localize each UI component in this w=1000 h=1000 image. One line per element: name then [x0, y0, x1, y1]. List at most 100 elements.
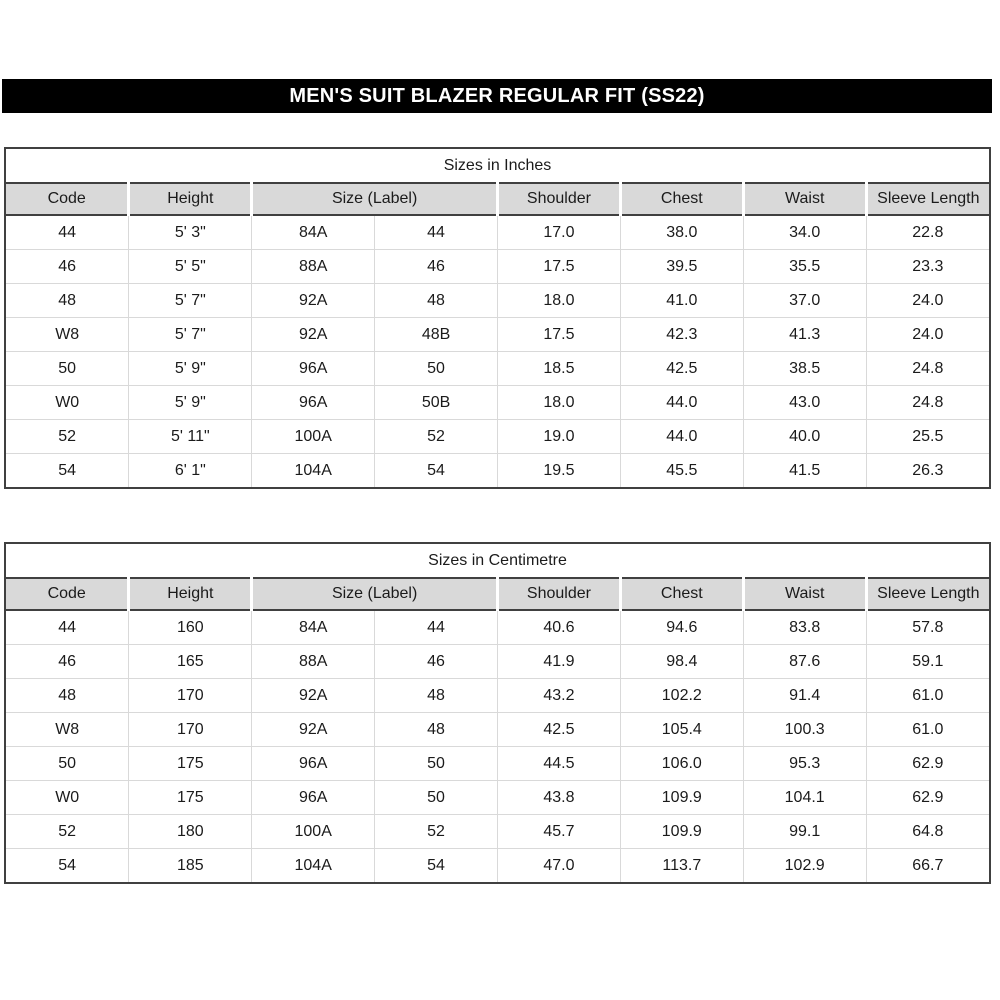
table-row: 50 175 96A 50 44.5 106.0 95.3 62.9 [6, 746, 989, 781]
table-cell: 18.5 [497, 351, 621, 386]
table-cell: 34.0 [742, 214, 867, 250]
table-cell: 54 [6, 848, 129, 882]
table-caption: Sizes in Centimetre [6, 544, 989, 578]
table-cell: 175 [128, 780, 252, 815]
table-cell: 57.8 [865, 609, 989, 645]
table-cell: 175 [128, 746, 252, 781]
table-cell: 100A [251, 419, 375, 454]
table-cell: 48 [374, 712, 498, 747]
table-cell: W8 [6, 317, 129, 352]
table-cell: 50 [374, 780, 498, 815]
table-cell: 88A [251, 249, 375, 284]
table-cell: 40.0 [742, 419, 867, 454]
table-cell: 92A [251, 283, 375, 318]
table-cell: 52 [6, 814, 129, 849]
table-cell: 5' 7" [128, 317, 252, 352]
column-header: Chest [618, 577, 744, 611]
table-row: 54 185 104A 54 47.0 113.7 102.9 66.7 [6, 848, 989, 882]
table-cell: 44.5 [497, 746, 621, 781]
table-cell: 22.8 [865, 214, 989, 250]
column-header: Waist [741, 577, 867, 611]
table-cell: 18.0 [497, 283, 621, 318]
table-row: 54 6' 1" 104A 54 19.5 45.5 41.5 26.3 [6, 453, 989, 487]
table-cell: 24.0 [865, 317, 989, 352]
table-cell: 83.8 [742, 609, 867, 645]
table-cell: 24.0 [865, 283, 989, 318]
table-cell: 48 [374, 678, 498, 713]
table-cell: 62.9 [865, 780, 989, 815]
table-cell: 170 [128, 678, 252, 713]
column-header: Shoulder [496, 577, 621, 611]
table-row: 48 5' 7" 92A 48 18.0 41.0 37.0 24.0 [6, 283, 989, 318]
table-cell: 160 [128, 609, 252, 645]
centimetre-table-body: 44 160 84A 44 40.6 94.6 83.8 57.8 46 165 88A 46 41.9… [6, 609, 989, 882]
column-header: Height [127, 577, 252, 611]
table-cell: 48 [6, 283, 129, 318]
sizes-table-centimetre: Sizes in Centimetre Code Height Size (Label… [6, 544, 989, 882]
table-cell: 100.3 [742, 712, 867, 747]
table-cell: 5' 9" [128, 385, 252, 420]
table-cell: 46 [6, 249, 129, 284]
title-banner: MEN'S SUIT BLAZER REGULAR FIT (SS22) [2, 79, 992, 113]
column-header: Height [127, 182, 252, 216]
table-cell: 42.5 [497, 712, 621, 747]
table-cell: 62.9 [865, 746, 989, 781]
table-cell: 102.9 [742, 848, 867, 882]
table-cell: 170 [128, 712, 252, 747]
table-cell: 35.5 [742, 249, 867, 284]
column-header: Chest [618, 182, 744, 216]
table-cell: 5' 11" [128, 419, 252, 454]
table-cell: 45.7 [497, 814, 621, 849]
table-cell: 41.3 [742, 317, 867, 352]
column-header: Shoulder [496, 182, 621, 216]
table-cell: 106.0 [619, 746, 744, 781]
table-caption: Sizes in Inches [6, 149, 989, 183]
table-cell: 46 [374, 644, 498, 679]
table-cell: 50 [374, 746, 498, 781]
table-row: 46 5' 5" 88A 46 17.5 39.5 35.5 23.3 [6, 249, 989, 284]
table-row: 46 165 88A 46 41.9 98.4 87.6 59.1 [6, 644, 989, 679]
table-cell: 23.3 [865, 249, 989, 284]
table-cell: 5' 5" [128, 249, 252, 284]
table-cell: 17.0 [497, 214, 621, 250]
table-cell: 61.0 [865, 678, 989, 713]
table-cell: 84A [251, 214, 375, 250]
table-row: 44 5' 3" 84A 44 17.0 38.0 34.0 22.8 [6, 214, 989, 250]
table-cell: 64.8 [865, 814, 989, 849]
column-header: Waist [741, 182, 867, 216]
table-cell: 105.4 [619, 712, 744, 747]
table-cell: 96A [251, 351, 375, 386]
table-row: W8 170 92A 48 42.5 105.4 100.3 61.0 [6, 712, 989, 747]
table-cell: W0 [6, 780, 129, 815]
table-cell: 54 [6, 453, 129, 487]
table-caption-row: Sizes in Centimetre [6, 544, 989, 578]
table-cell: 44.0 [619, 385, 744, 420]
column-header: Sleeve Length [864, 577, 989, 611]
table-cell: 42.5 [619, 351, 744, 386]
column-header: Code [6, 182, 129, 216]
table-cell: 43.8 [497, 780, 621, 815]
table-cell: 37.0 [742, 283, 867, 318]
table-row: 44 160 84A 44 40.6 94.6 83.8 57.8 [6, 609, 989, 645]
table-cell: 50 [6, 746, 129, 781]
column-header: Size (Label) [250, 182, 498, 216]
table-cell: 109.9 [619, 814, 744, 849]
table-cell: 61.0 [865, 712, 989, 747]
table-cell: W0 [6, 385, 129, 420]
table-cell: 109.9 [619, 780, 744, 815]
table-caption-row: Sizes in Inches [6, 149, 989, 183]
table-row: 50 5' 9" 96A 50 18.5 42.5 38.5 24.8 [6, 351, 989, 386]
table-cell: 54 [374, 848, 498, 882]
table-cell: 104A [251, 848, 375, 882]
table-cell: 50 [6, 351, 129, 386]
table-cell: 44.0 [619, 419, 744, 454]
table-cell: 92A [251, 678, 375, 713]
table-cell: 48B [374, 317, 498, 352]
inches-table-head: Sizes in Inches Code Height Size (Label) Sho… [6, 149, 989, 216]
table-cell: 41.9 [497, 644, 621, 679]
table-cell: 87.6 [742, 644, 867, 679]
table-cell: 43.0 [742, 385, 867, 420]
table-cell: 66.7 [865, 848, 989, 882]
table-cell: 26.3 [865, 453, 989, 487]
inches-table-section: Sizes in Inches Code Height Size (Label) Sho… [4, 147, 991, 489]
